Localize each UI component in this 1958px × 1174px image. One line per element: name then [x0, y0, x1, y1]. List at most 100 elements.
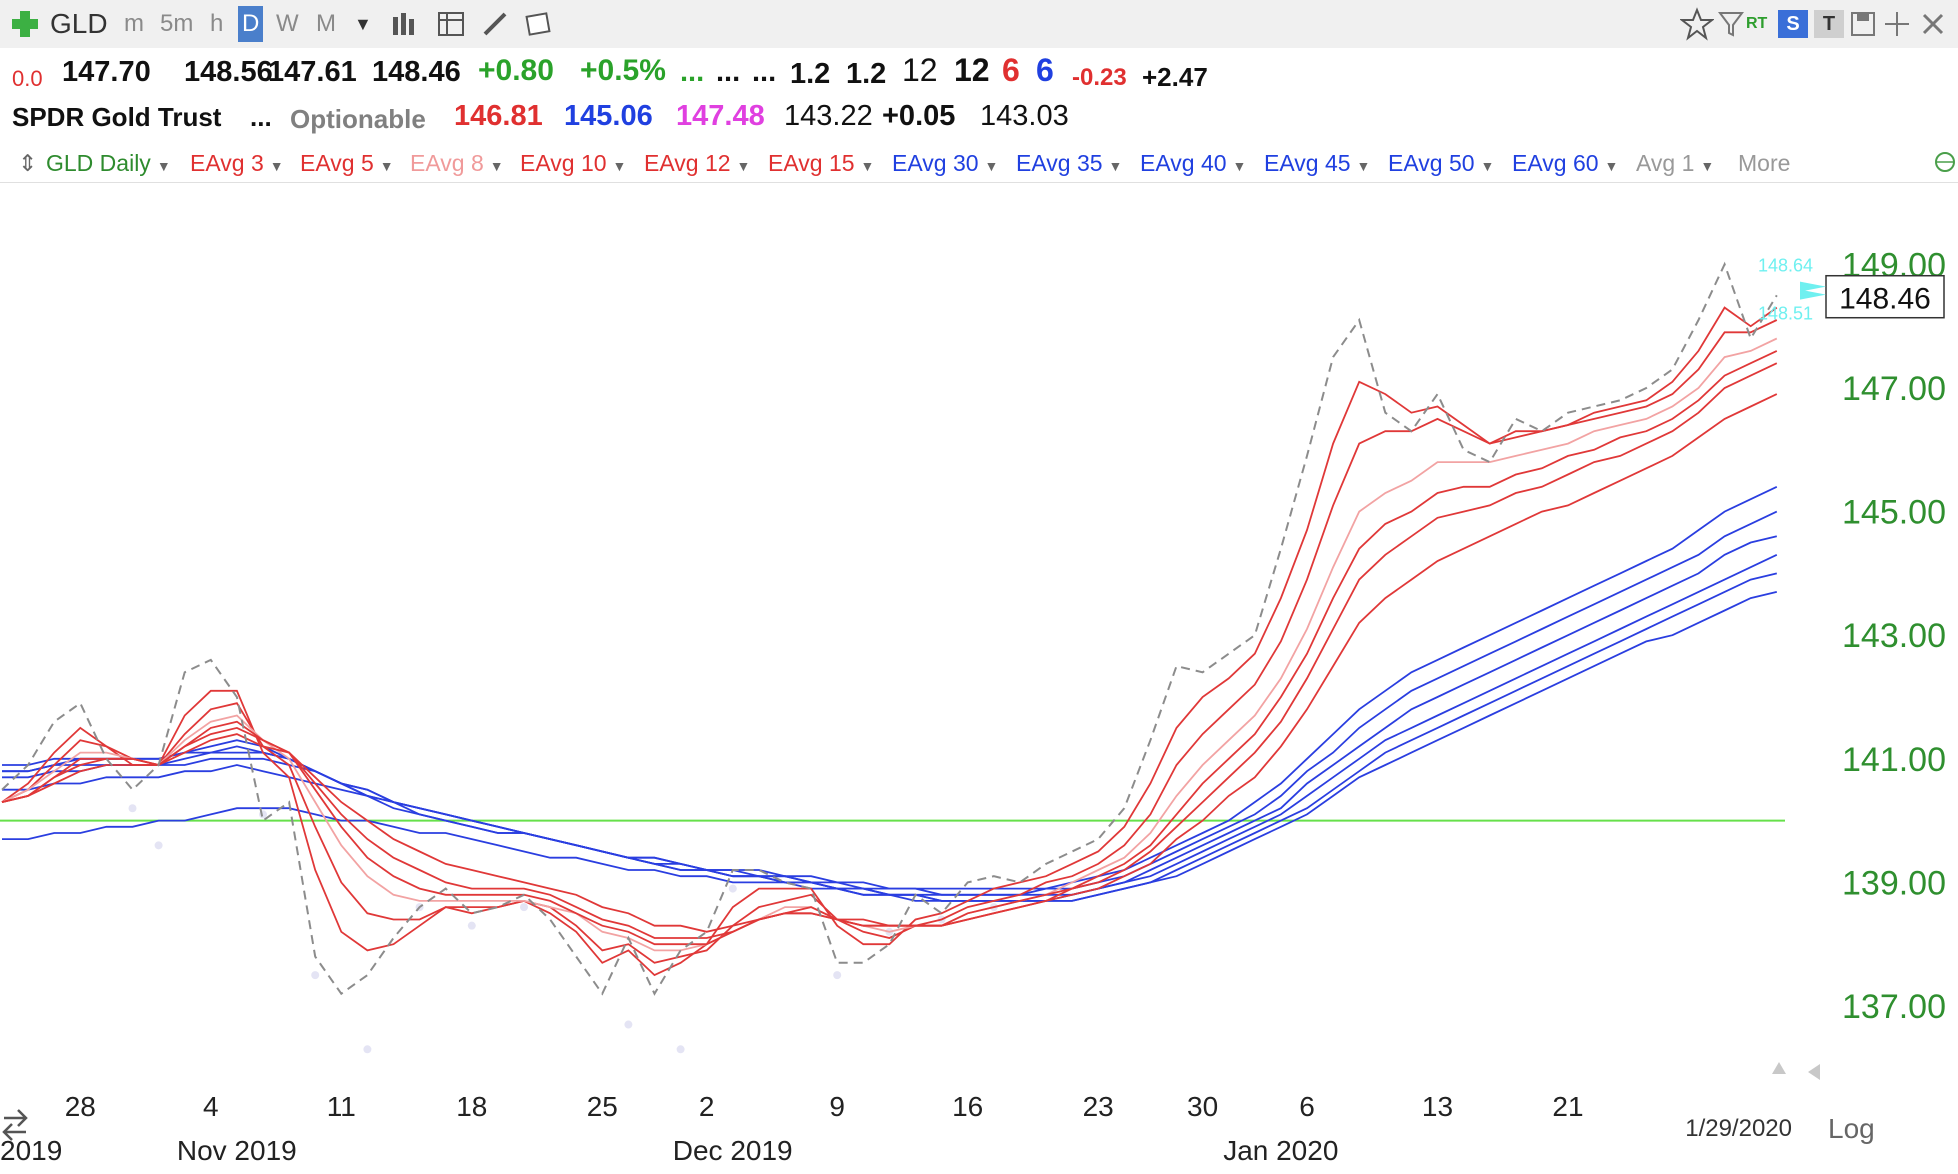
indicator-eavg-50[interactable]: EAvg 50 ▼ [1388, 150, 1495, 176]
x-axis: 28 4 11 18 25 2 9 16 23 30 6 13 21 2019 Nov 2019 Dec 20… [0, 1091, 1875, 1166]
quote-change-pct: +0.5% [580, 54, 666, 87]
low-marker-2 [259, 810, 267, 819]
month-label-3: Jan 2020 [1223, 1135, 1338, 1166]
low-marker-12 [885, 927, 894, 936]
indicator-eavg-40[interactable]: EAvg 40 ▼ [1140, 150, 1247, 176]
quote-open: 147.70 [62, 56, 151, 88]
series-line-eavg-3 [1, 306, 1778, 977]
rt-icon[interactable]: RT [1746, 15, 1768, 32]
y-tick-label-2: 141.00 [1842, 741, 1946, 779]
chevron-down-icon: ▼ [489, 158, 504, 174]
symbol-label[interactable]: GLD [50, 8, 108, 39]
close-icon[interactable] [1918, 9, 1948, 39]
price-line [1, 261, 1778, 996]
note-icon[interactable] [524, 9, 554, 39]
indicator-eavg-12[interactable]: EAvg 12 ▼ [644, 150, 751, 176]
chevron-down-icon: ▼ [379, 158, 394, 174]
flag-label-1: 148.51 [1758, 304, 1813, 324]
interval-minute[interactable]: m [124, 10, 144, 37]
moving-average-lines [0, 261, 1785, 996]
flag-marker-0 [1800, 281, 1826, 292]
quote-panel: 0.0 147.70 148.56 147.61 148.46 +0.80 +0… [0, 48, 1958, 143]
indicator-more[interactable]: More [1738, 150, 1791, 176]
indicator-eavg-8[interactable]: EAvg 8 ▼ [410, 150, 504, 176]
filter-icon[interactable] [1718, 9, 1744, 39]
indicator-eavg-45[interactable]: EAvg 45 ▼ [1264, 150, 1371, 176]
x-tick-label-9: 30 [1187, 1091, 1218, 1122]
star-icon[interactable] [1680, 7, 1714, 41]
flag-marker-1 [1800, 289, 1826, 300]
quote-v2: 1.2 [846, 58, 887, 90]
x-tick-label-1: 4 [203, 1091, 219, 1122]
chevron-down-icon: ▼ [1480, 158, 1495, 174]
log-scale-label: Log [1828, 1113, 1875, 1144]
low-marker-5 [415, 903, 424, 912]
indicator-avg-1[interactable]: Avg 1 ▼ [1636, 150, 1715, 176]
t-icon[interactable]: T [1814, 10, 1844, 38]
y-tick-label-1: 139.00 [1842, 864, 1946, 902]
quote-v5: 6 [1002, 52, 1020, 88]
quote-high: 148.56 [184, 56, 273, 88]
indicator-eavg-30[interactable]: EAvg 30 ▼ [892, 150, 999, 176]
series-line-eavg-5 [1, 319, 1778, 964]
indicator-eavg-10[interactable]: EAvg 10 ▼ [520, 150, 627, 176]
y-tick-label-3: 143.00 [1842, 617, 1946, 655]
series-line-eavg-40 [2, 535, 1778, 896]
globe-icon[interactable] [1934, 151, 1956, 173]
quote-v8: +2.47 [1142, 62, 1208, 92]
last-price-box [1825, 274, 1945, 319]
chevron-down-icon: ▼ [269, 158, 284, 174]
drag-handle-icon[interactable]: ⇕ [18, 150, 38, 176]
x-tick-label-5: 2 [699, 1091, 715, 1122]
bar-chart-icon[interactable] [390, 9, 420, 39]
indicator-eavg-35[interactable]: EAvg 35 ▼ [1016, 150, 1123, 176]
interval-day[interactable]: D [238, 6, 264, 42]
chevron-down-icon: ▼ [1108, 158, 1123, 174]
interval-month[interactable]: M [316, 10, 336, 37]
x-tick-label-10: 6 [1299, 1091, 1315, 1122]
indicator-eavg-60[interactable]: EAvg 60 ▼ [1512, 150, 1619, 176]
series-line-eavg-30 [2, 485, 1778, 890]
interval-5-minute[interactable]: 5m [160, 10, 194, 37]
chart-annotations [2, 1062, 1820, 1141]
indicator-eavg-3[interactable]: EAvg 3 ▼ [190, 150, 284, 176]
chevron-down-icon: ▼ [1356, 158, 1371, 174]
x-tick-label-4: 25 [587, 1091, 618, 1122]
save-icon[interactable] [1848, 9, 1878, 39]
low-marker-3 [311, 971, 320, 980]
y-axis: 137.00 139.00 141.00 143.00 145.00 147.00 149.… [1758, 246, 1946, 1026]
add-symbol-icon[interactable] [10, 9, 40, 39]
table-icon[interactable] [436, 9, 466, 39]
interval-hour[interactable]: h [210, 10, 224, 37]
indicator-gld-daily[interactable]: GLD Daily ▼ [46, 150, 171, 176]
interval-dropdown-icon[interactable]: ▼ [354, 14, 372, 34]
chevron-down-icon: ▼ [1604, 158, 1619, 174]
y-tick-label-4: 145.00 [1842, 494, 1946, 532]
x-tick-label-7: 16 [952, 1091, 983, 1122]
chevron-down-icon: ▼ [156, 158, 171, 174]
security-name: SPDR Gold Trust [12, 102, 222, 132]
series-line-eavg-8 [1, 337, 1778, 952]
quote-v6: 6 [1036, 52, 1054, 88]
y-tick-label-5: 147.00 [1842, 370, 1946, 408]
quote-v4: 12 [954, 52, 990, 88]
s-icon[interactable]: S [1778, 10, 1808, 38]
quote-r2-v4: 143.22 [784, 100, 873, 132]
move-icon[interactable] [1882, 9, 1912, 39]
low-marker-7 [520, 903, 528, 912]
draw-pencil-icon[interactable] [480, 9, 510, 39]
low-marker-10 [728, 884, 737, 893]
indicator-eavg-15[interactable]: EAvg 15 ▼ [768, 150, 875, 176]
interval-week[interactable]: W [276, 10, 299, 37]
last-price-label: 148.46 [1839, 283, 1931, 316]
low-markers [128, 804, 998, 1054]
x-tick-label-3: 18 [456, 1091, 487, 1122]
series-line-eavg-15 [1, 393, 1778, 933]
indicator-eavg-5[interactable]: EAvg 5 ▼ [300, 150, 394, 176]
quote-v1: 1.2 [790, 58, 831, 90]
chevron-down-icon: ▼ [612, 158, 627, 174]
refresh-arrow-bottom [2, 1123, 26, 1141]
y-tick-label-6: 149.00 [1842, 246, 1946, 284]
optionable-label: Optionable [290, 104, 426, 134]
series-line-eavg-50 [2, 572, 1778, 902]
